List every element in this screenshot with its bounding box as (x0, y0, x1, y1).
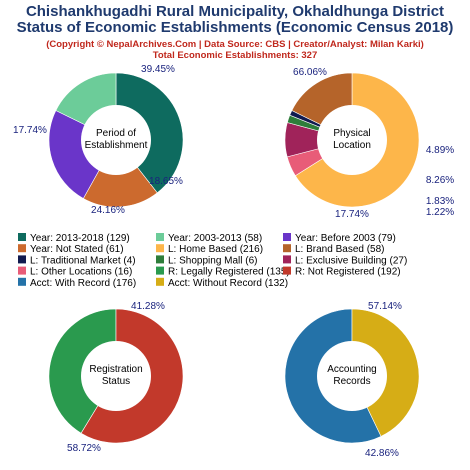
legend-label: Year: Not Stated (61) (30, 244, 124, 255)
legend-label: R: Legally Registered (135) (168, 267, 290, 278)
legend-label: Year: Before 2003 (79) (295, 233, 396, 244)
pie-center-label: Status (102, 376, 130, 387)
legend-label: L: Exclusive Building (27) (295, 255, 407, 266)
pie-center-label: Accounting (327, 364, 376, 375)
slice-percent-label: 18.65% (149, 176, 183, 187)
legend-swatch (156, 277, 164, 286)
legend-swatch (18, 255, 26, 264)
legend-swatch (18, 277, 26, 286)
legend-swatch (283, 255, 291, 264)
legend-swatch (18, 244, 26, 253)
legend-label: L: Brand Based (58) (295, 244, 385, 255)
legend-swatch (156, 266, 164, 275)
donut-hole (317, 105, 387, 175)
legend-swatch (18, 233, 26, 241)
pie-center-label: Establishment (85, 140, 148, 151)
legend-swatch (283, 266, 291, 275)
slice-percent-label: 42.86% (365, 448, 399, 459)
chart-title: Chishankhugadhi Rural Municipality, Okha… (25, 3, 445, 20)
legend-swatch (283, 233, 291, 241)
legend-label: Year: 2003-2013 (58) (168, 233, 262, 244)
slice-percent-label: 57.14% (368, 301, 402, 312)
legend-label: Acct: With Record (176) (30, 278, 136, 289)
donut-hole (81, 341, 151, 411)
slice-percent-label: 17.74% (13, 125, 47, 136)
legend-label: Year: 2013-2018 (129) (30, 233, 130, 244)
slice-percent-label: 1.22% (426, 207, 454, 218)
legend-swatch (18, 266, 26, 275)
total-line: Total Economic Establishments: 327 (152, 50, 318, 61)
legend-swatch (156, 233, 164, 241)
slice-percent-label: 58.72% (67, 443, 101, 454)
pie-center-label: Records (333, 376, 370, 387)
legend-label: L: Shopping Mall (6) (168, 255, 258, 266)
slice-percent-label: 17.74% (335, 209, 369, 220)
pie-center-label: Registration (89, 364, 142, 375)
chart-subtitle: Status of Economic Establishments (Econo… (16, 19, 454, 36)
donut-hole (81, 105, 151, 175)
slice-percent-label: 39.45% (141, 64, 175, 75)
pie-center-label: Physical (333, 128, 370, 139)
slice-percent-label: 1.83% (426, 196, 454, 207)
donut-hole (317, 341, 387, 411)
slice-percent-label: 41.28% (131, 301, 165, 312)
legend-label: R: Not Registered (192) (295, 267, 401, 278)
slice-percent-label: 4.89% (426, 145, 454, 156)
legend-label: L: Traditional Market (4) (30, 255, 136, 266)
legend-swatch (156, 255, 164, 264)
legend-label: L: Other Locations (16) (30, 267, 132, 278)
legend-swatch (156, 244, 164, 253)
legend-swatch (283, 244, 291, 253)
slice-percent-label: 8.26% (426, 175, 454, 186)
pie-center-label: Period of (96, 128, 136, 139)
legend-label: Acct: Without Record (132) (168, 278, 288, 289)
credit-line: (Copyright © NepalArchives.Com | Data So… (46, 39, 424, 50)
slice-percent-label: 24.16% (91, 205, 125, 216)
pie-center-label: Location (333, 140, 371, 151)
legend-label: L: Home Based (216) (168, 244, 263, 255)
slice-percent-label: 66.06% (293, 67, 327, 78)
